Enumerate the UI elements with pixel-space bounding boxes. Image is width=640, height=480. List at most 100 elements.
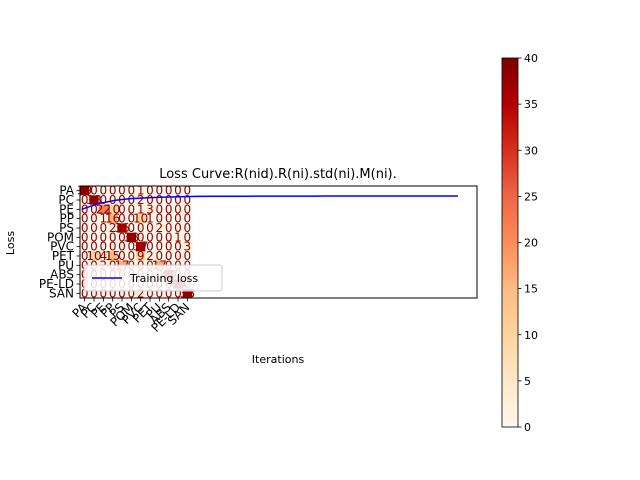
heatmap-cell <box>154 288 165 299</box>
heatmap-cell <box>126 195 137 205</box>
heatmap-cell-value: 0 <box>146 193 154 207</box>
heatmap-cell <box>108 251 118 261</box>
heatmap-cell-value: 0 <box>100 230 108 244</box>
heatmap-cell <box>80 186 90 196</box>
heatmap-cell <box>108 232 118 243</box>
heatmap-cell <box>136 186 146 196</box>
heatmap-cell-value: 0 <box>174 221 182 235</box>
heatmap-cell <box>117 204 127 215</box>
heatmap-cell-value: 0 <box>81 249 89 263</box>
colorbar-tick-label: 0 <box>524 421 531 434</box>
heatmap-cell <box>108 214 118 224</box>
heatmap-cell <box>98 251 109 261</box>
heatmap-cell-value: 0 <box>137 221 145 235</box>
heatmap-cell-value: 0 <box>118 240 126 254</box>
heatmap-cell-value: 0 <box>165 193 173 207</box>
heatmap-cell-value: 0 <box>90 230 98 244</box>
heatmap-cell-value: 0 <box>156 230 164 244</box>
heatmap-cell-value: 0 <box>81 221 89 235</box>
heatmap-cell <box>173 214 183 224</box>
heatmap-cell <box>80 195 90 205</box>
heatmap-cell <box>89 195 99 205</box>
heatmap-cell-value: 0 <box>100 184 108 198</box>
heatmap-cell <box>154 251 165 261</box>
heatmap-cell-value: 0 <box>128 286 136 300</box>
heatmap-cell-value: 2 <box>137 193 145 207</box>
colorbar-gradient <box>501 57 519 428</box>
y-tick-label: PE-LD <box>39 277 74 291</box>
heatmap-cell <box>117 288 127 299</box>
heatmap-cell <box>126 232 137 243</box>
heatmap-cell-value: 0 <box>165 221 173 235</box>
heatmap-cell <box>164 232 174 243</box>
y-axis-label: Loss <box>4 231 17 255</box>
colorbar-tick-label: 15 <box>524 283 538 296</box>
heatmap-cell-value: 0 <box>81 286 89 300</box>
heatmap-cell-value: 0 <box>109 240 117 254</box>
heatmap-cell <box>164 242 174 252</box>
heatmap-cell <box>126 223 137 233</box>
heatmap-cell-value: 0 <box>174 286 182 300</box>
heatmap-cell-value: 36 <box>114 221 129 235</box>
heatmap-cell-value: 0 <box>156 193 164 207</box>
heatmap-cell-value: 0 <box>146 221 154 235</box>
heatmap-cell-value: 1 <box>100 212 108 226</box>
heatmap-cell-value: 0 <box>146 286 154 300</box>
heatmap-cell <box>145 186 155 196</box>
heatmap-cell-value: 0 <box>128 193 136 207</box>
heatmap-cell-value: 0 <box>90 240 98 254</box>
heatmap-cell-value: 2 <box>137 286 145 300</box>
heatmap-cell <box>145 223 155 233</box>
heatmap-cell <box>98 288 109 299</box>
heatmap-cell-value: 0 <box>156 249 164 263</box>
heatmap-cell <box>89 186 99 196</box>
heatmap-cell <box>126 242 137 252</box>
heatmap-cell-value: 3 <box>184 240 192 254</box>
heatmap-cell-value: 0 <box>90 221 98 235</box>
heatmap-cell-value: 0 <box>81 202 89 216</box>
heatmap-cell-value: 0 <box>184 221 192 235</box>
heatmap-cell <box>154 186 165 196</box>
heatmap-cell <box>136 214 146 224</box>
heatmap-cell-value: 0 <box>118 286 126 300</box>
heatmap-cell-value: 1 <box>137 202 145 216</box>
heatmap-cell-value: 0 <box>90 202 98 216</box>
y-tick-label: PE <box>59 202 74 216</box>
heatmap-cell-value: 0 <box>156 286 164 300</box>
heatmap-cell <box>154 223 165 233</box>
colorbar-tick-label: 20 <box>524 237 538 250</box>
heatmap-cell <box>145 195 155 205</box>
heatmap-cell <box>80 232 90 243</box>
heatmap-cell-value: 0 <box>184 212 192 226</box>
heatmap-cell-value: 0 <box>128 212 136 226</box>
heatmap-cell-value: 38 <box>124 230 139 244</box>
heatmap-cell-value: 1 <box>174 230 182 244</box>
colorbar-tick-label: 35 <box>524 98 538 111</box>
heatmap-cell-value: 0 <box>128 249 136 263</box>
heatmap-cell <box>126 204 137 215</box>
heatmap-cell-value: 0 <box>165 184 173 198</box>
heatmap-cell <box>89 223 99 233</box>
heatmap-cell-value: 0 <box>90 184 98 198</box>
training-loss-line-group <box>81 195 458 210</box>
legend-box <box>83 264 223 292</box>
heatmap-cell-value: 0 <box>156 240 164 254</box>
heatmap-cell-value: 0 <box>174 249 182 263</box>
colorbar-tick-label: 25 <box>524 190 538 203</box>
legend: Training loss <box>83 264 223 292</box>
heatmap-cell <box>173 223 183 233</box>
heatmap-cell-value: 0 <box>184 230 192 244</box>
heatmap-cell-value: 0 <box>100 221 108 235</box>
heatmap-cell <box>173 195 183 205</box>
y-tick-label: PS <box>59 221 74 235</box>
y-tick-label: ABS <box>50 268 74 282</box>
heatmap-cell <box>98 242 109 252</box>
heatmap-cell <box>173 186 183 196</box>
heatmap-cell-value: 0 <box>128 184 136 198</box>
heatmap-cell-value: 0 <box>137 230 145 244</box>
heatmap-cell <box>136 195 146 205</box>
heatmap-cell-value: 0 <box>109 193 117 207</box>
heatmap-cell <box>117 214 127 224</box>
heatmap-cell-value: 0 <box>118 249 126 263</box>
y-tick-label: PU <box>58 258 74 272</box>
